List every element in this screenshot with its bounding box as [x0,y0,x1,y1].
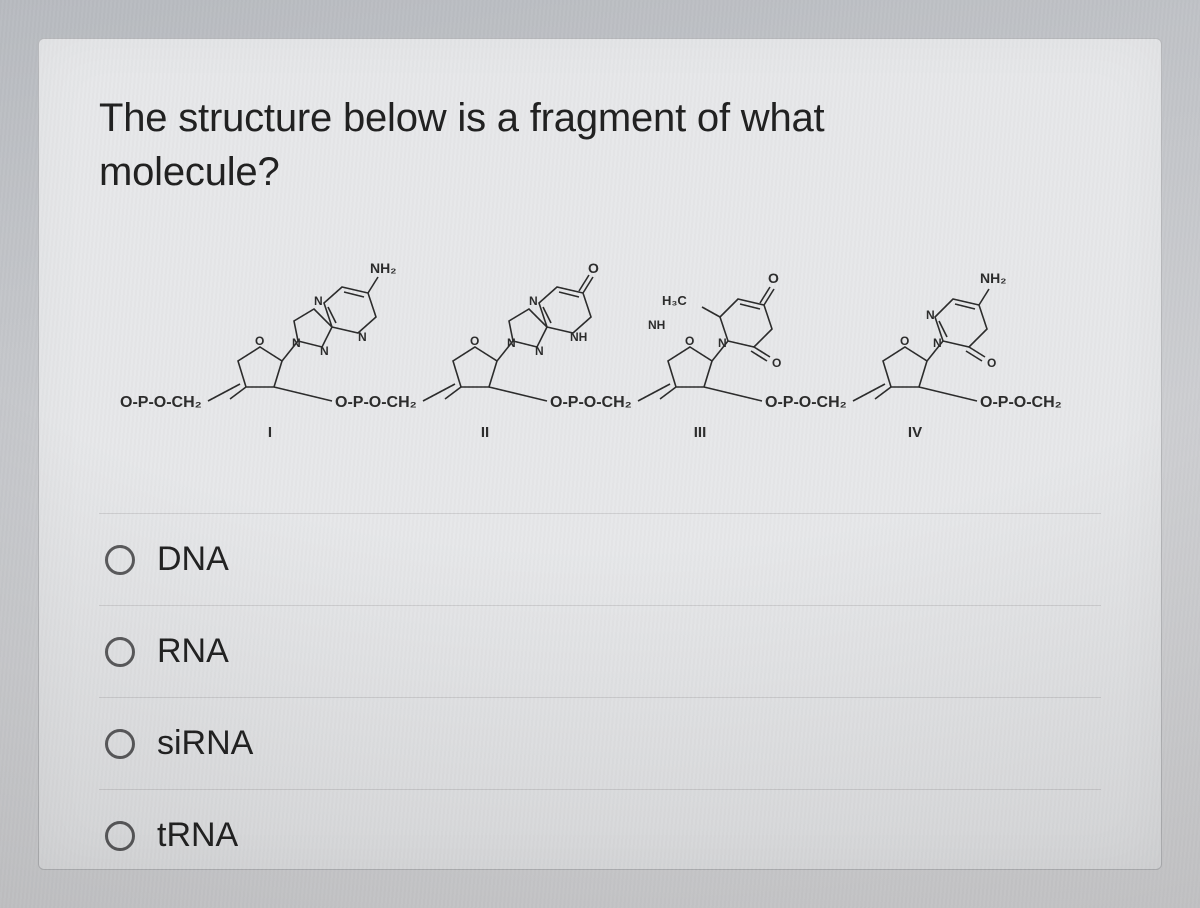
roman-4: IV [908,424,922,441]
option-label: tRNA [157,816,1095,855]
atom: O [772,356,781,370]
nucleotide-3: O N NH O O [638,270,781,441]
atom: N [507,336,516,350]
option-dna[interactable]: DNA [99,514,1101,606]
atom: O [987,356,996,370]
backbone-label-0: O-P-O-CH₂ [120,394,202,411]
nucleotide-4: O N N O NH₂ IV [853,270,1006,441]
backbone-label-4: O-P-O-CH₂ [980,394,1062,411]
backbone-label-3: O-P-O-CH₂ [765,394,847,411]
atom: N [292,336,301,350]
roman-1: I [268,424,272,441]
base-top-4: NH₂ [980,270,1006,286]
base-top-1: NH₂ [370,260,396,276]
nucleotide-1: O N N [208,260,396,441]
atom: N [718,336,727,350]
molecule-figure: O-P-O-CH₂ O-P-O-CH₂ O-P-O-CH₂ O-P-O-CH₂ … [99,229,1101,479]
base-side-3: H₃C [662,293,687,308]
option-rna[interactable]: RNA [99,606,1101,698]
sugar-o-3: O [685,334,694,348]
option-trna[interactable]: tRNA [99,790,1101,881]
atom: N [358,330,367,344]
atom: N [314,294,323,308]
question-line1: The structure below is a fragment of wha… [99,96,824,140]
sugar-o-2: O [470,334,479,348]
atom: N [926,308,935,322]
atom: N [535,344,544,358]
sugar-o-4: O [900,334,909,348]
atom: N [933,336,942,350]
base-top-2: O [588,260,599,276]
question-line2: molecule? [99,150,280,194]
question-card: The structure below is a fragment of wha… [38,38,1162,870]
molecule-svg: O-P-O-CH₂ O-P-O-CH₂ O-P-O-CH₂ O-P-O-CH₂ … [99,229,1101,479]
atom: N [529,294,538,308]
option-sirna[interactable]: siRNA [99,698,1101,790]
radio-icon[interactable] [105,821,135,851]
radio-icon[interactable] [105,545,135,575]
roman-2: II [481,424,489,441]
roman-3: III [694,424,707,441]
atom: N [320,344,329,358]
radio-icon[interactable] [105,729,135,759]
atom: NH [570,330,587,344]
sugar-o-1: O [255,334,264,348]
base-top-3: O [768,270,779,286]
answer-options: DNA RNA siRNA tRNA [99,513,1101,881]
option-label: siRNA [157,724,1095,763]
backbone-label-1: O-P-O-CH₂ [335,394,417,411]
atom: NH [648,318,665,332]
option-label: DNA [157,540,1095,579]
radio-icon[interactable] [105,637,135,667]
nucleotide-2: O N N N NH O II [423,260,599,441]
question-text: The structure below is a fragment of wha… [99,91,1101,199]
backbone-label-2: O-P-O-CH₂ [550,394,632,411]
option-label: RNA [157,632,1095,671]
